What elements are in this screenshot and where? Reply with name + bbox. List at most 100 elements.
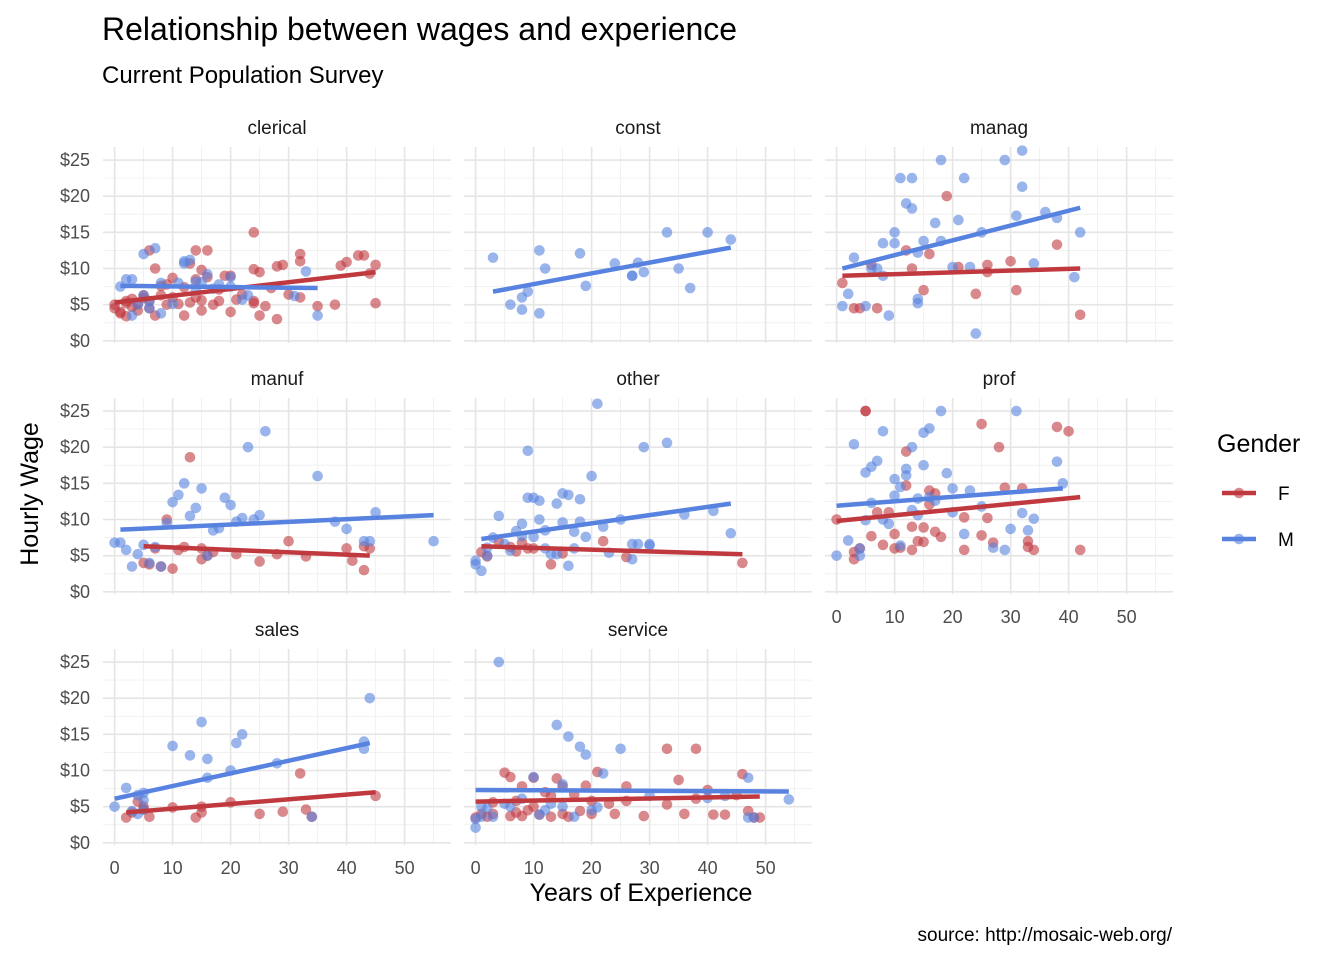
- point-F: [866, 530, 877, 542]
- point-F: [958, 544, 970, 556]
- point-M: [470, 822, 481, 833]
- legend-title: Gender: [1217, 430, 1300, 458]
- point-M: [871, 263, 883, 274]
- point-F: [877, 539, 889, 551]
- point-F: [918, 284, 929, 296]
- point-F: [638, 810, 650, 822]
- point-M: [126, 274, 138, 285]
- point-M: [476, 811, 487, 823]
- point-M: [481, 550, 493, 561]
- point-M: [144, 557, 155, 569]
- point-F: [1011, 284, 1022, 296]
- point-M: [1005, 523, 1016, 535]
- point-F: [271, 313, 283, 325]
- point-F: [661, 743, 673, 755]
- point-F: [254, 808, 265, 820]
- point-M: [970, 328, 982, 339]
- point-M: [557, 801, 568, 812]
- point-M: [895, 540, 906, 551]
- point-M: [568, 811, 580, 823]
- point-M: [1051, 456, 1063, 467]
- x-tick-label: 30: [640, 858, 660, 878]
- facet-panels: clerical $0 $5 $10 $15 $20 $25 const manag manuf $…: [60, 118, 1173, 878]
- point-F: [202, 245, 213, 256]
- point-F: [358, 564, 370, 576]
- point-M: [236, 512, 248, 524]
- point-F: [358, 250, 370, 261]
- point-M: [1028, 258, 1040, 269]
- point-M: [906, 172, 918, 184]
- point-M: [906, 203, 918, 214]
- x-tick-label: 30: [279, 858, 299, 878]
- point-F: [190, 245, 202, 256]
- point-M: [941, 467, 953, 479]
- point-M: [155, 308, 167, 319]
- facet-label: manuf: [251, 369, 305, 390]
- legend-entry-M: M: [1222, 530, 1294, 551]
- point-F: [248, 297, 260, 309]
- point-M: [470, 555, 481, 567]
- point-M: [225, 499, 236, 511]
- y-tick-label: $10: [60, 510, 90, 530]
- x-tick-label: 50: [1117, 607, 1137, 627]
- point-F: [329, 299, 341, 310]
- point-F: [254, 310, 265, 321]
- fit-line-M: [841, 205, 1081, 271]
- x-tick-label: 20: [582, 858, 602, 878]
- point-F: [941, 190, 953, 202]
- point-M: [563, 731, 574, 742]
- facet-label: manag: [970, 118, 1028, 139]
- facet-clerical: clerical $0 $5 $10 $15 $20 $25: [60, 118, 451, 351]
- point-M: [889, 490, 900, 501]
- x-tick-label: 10: [163, 858, 183, 878]
- facet-sales: sales $0 $5 $10 $15 $20 $25 0 10 20 30 40 50: [60, 620, 451, 878]
- point-M: [889, 227, 900, 238]
- point-M: [661, 437, 673, 449]
- point-M: [196, 483, 207, 494]
- point-F: [918, 522, 929, 533]
- point-M: [842, 288, 854, 300]
- point-M: [958, 528, 970, 540]
- x-tick-label: 50: [756, 858, 776, 878]
- point-M: [539, 263, 551, 274]
- point-F: [982, 512, 993, 524]
- point-F: [294, 768, 306, 779]
- point-M: [889, 237, 900, 249]
- facet-label: prof: [983, 369, 1016, 390]
- point-M: [748, 812, 760, 823]
- point-M: [1016, 507, 1028, 519]
- fit-line-M: [475, 787, 789, 794]
- point-M: [848, 252, 860, 263]
- point-M: [202, 753, 213, 765]
- point-M: [924, 423, 935, 434]
- y-tick-label: $15: [60, 222, 90, 242]
- facet-other: other: [464, 369, 812, 594]
- point-M: [580, 280, 592, 292]
- point-M: [487, 252, 499, 263]
- point-F: [970, 288, 982, 300]
- point-F: [982, 259, 993, 271]
- point-F: [341, 543, 352, 554]
- point-M: [1022, 525, 1034, 536]
- point-M: [592, 398, 603, 410]
- point-M: [370, 506, 381, 518]
- facet-const: const: [464, 118, 812, 343]
- point-M: [831, 550, 842, 561]
- point-M: [1028, 513, 1040, 525]
- x-tick-label: 50: [395, 858, 415, 878]
- y-tick-label: $20: [60, 437, 90, 457]
- point-F: [1074, 309, 1086, 321]
- x-tick-label: 10: [524, 858, 544, 878]
- point-M: [918, 235, 929, 247]
- point-M: [783, 794, 795, 805]
- point-F: [673, 774, 684, 786]
- point-M: [906, 441, 918, 453]
- point-M: [231, 737, 242, 749]
- point-M: [306, 811, 318, 823]
- point-F: [993, 441, 1005, 453]
- fit-line-M: [120, 512, 434, 532]
- point-F: [719, 809, 731, 820]
- point-M: [144, 302, 155, 314]
- point-F: [661, 799, 673, 810]
- point-F: [528, 801, 539, 812]
